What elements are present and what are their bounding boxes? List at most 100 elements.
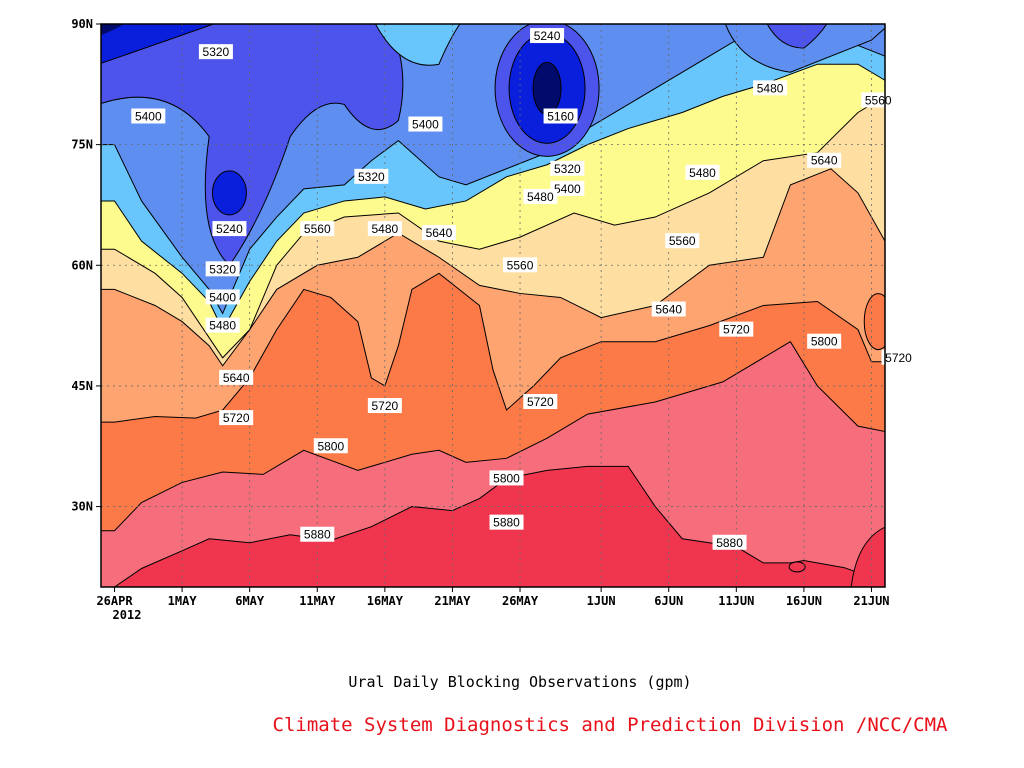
contour-label: 5320 — [358, 170, 385, 184]
contour-label-box — [753, 80, 788, 96]
contour-label: 5560 — [304, 222, 331, 236]
x-tick-label: 11JUN — [718, 594, 754, 608]
chart-title: Ural Daily Blocking Observations (gpm) — [348, 673, 691, 691]
x-tick-label: 26MAY — [502, 594, 539, 608]
contour-label: 5800 — [493, 471, 520, 485]
contour-line-5800 — [101, 341, 885, 532]
contour-label-box — [712, 534, 747, 550]
contour-label-box — [523, 188, 558, 204]
contour-label-box — [421, 225, 456, 241]
contour-label-box — [367, 398, 402, 414]
contour-label: 5880 — [493, 516, 520, 530]
contour-label-box — [489, 470, 524, 486]
contour-label: 5640 — [811, 154, 838, 168]
contour-label-box — [719, 321, 754, 337]
contour-label: 5880 — [304, 528, 331, 542]
fill-region-5160-northwest — [101, 24, 124, 36]
contour-label: 5400 — [412, 118, 439, 132]
contour-label-box — [205, 317, 240, 333]
contour-label-box — [198, 44, 233, 60]
contour-label: 5880 — [716, 536, 743, 550]
x-axis: 26APR 1MAY 6MAY 11MAY 16MAY 21MAY 26MAY 1JUN 6JU… — [96, 587, 890, 608]
contour-label: 5800 — [811, 335, 838, 349]
grid-lines — [101, 24, 885, 587]
contour-label: 5800 — [317, 439, 344, 453]
contour-label-box — [543, 108, 578, 124]
contour-fills — [101, 24, 885, 587]
fill-region-5160-north-centre — [532, 61, 562, 115]
contour-label-box — [367, 221, 402, 237]
y-axis: 30N 45N 60N 75N 90N — [71, 17, 101, 514]
contour-label-box — [503, 257, 538, 273]
contour-label: 5400 — [554, 182, 581, 196]
contour-label-box — [219, 369, 254, 385]
contour-label: 5240 — [216, 222, 243, 236]
contour-label-box — [131, 108, 166, 124]
x-tick-label: 26APR — [96, 594, 133, 608]
fill-region-5720-east — [863, 293, 885, 351]
x-tick-label: 6JUN — [654, 594, 683, 608]
x-tick-label: 16JUN — [786, 594, 822, 608]
contour-label: 5480 — [372, 222, 399, 236]
contour-label: 5720 — [372, 399, 399, 413]
contour-label: 5720 — [723, 323, 750, 337]
contour-label: 5560 — [865, 93, 892, 107]
fill-region-5240-west — [211, 170, 247, 216]
contour-label: 5560 — [507, 258, 534, 272]
y-tick-label: 45N — [71, 379, 93, 393]
contour-label-box — [685, 164, 720, 180]
x-tick-label: 1MAY — [168, 594, 198, 608]
x-tick-label: 6MAY — [235, 594, 265, 608]
contour-label: 5240 — [534, 29, 561, 43]
contour-label-box — [807, 152, 842, 168]
fill-region-5240-northwest — [101, 24, 216, 64]
contour-label-box — [205, 261, 240, 277]
contour-label-box — [861, 92, 896, 108]
x-tick-label: 1JUN — [587, 594, 616, 608]
contour-label: 5400 — [135, 109, 162, 123]
contour-label: 5640 — [223, 371, 250, 385]
contour-label-box — [530, 28, 565, 44]
x-tick-label: 16MAY — [367, 594, 404, 608]
contour-label: 5560 — [669, 234, 696, 248]
contour-label-box — [651, 301, 686, 317]
contour-label: 5640 — [426, 226, 453, 240]
contour-line-5720 — [101, 272, 885, 423]
contour-label-box — [523, 394, 558, 410]
contour-label-box — [313, 438, 348, 454]
y-tick-label: 30N — [71, 500, 93, 514]
contour-line-5640 — [101, 168, 885, 367]
x-tick-label: 21JUN — [853, 594, 889, 608]
fill-region-5880-east — [788, 561, 806, 573]
contour-label: 5160 — [547, 109, 574, 123]
contour-label-box — [550, 180, 585, 196]
x-tick-label: 11MAY — [299, 594, 336, 608]
contour-label-box — [219, 410, 254, 426]
contour-label-box — [881, 349, 916, 365]
y-tick-label: 75N — [71, 138, 93, 152]
contour-labels: 5320 5400 5240 5320 5400 5480 5640 5720 5800 5880… — [131, 28, 916, 550]
contour-label: 5720 — [223, 411, 250, 425]
x-tick-label: 21MAY — [434, 594, 471, 608]
contour-label-box — [300, 221, 335, 237]
contour-label: 5480 — [757, 81, 784, 95]
contour-label-box — [408, 116, 443, 132]
plot-frame — [100, 23, 886, 588]
contour-label: 5480 — [689, 166, 716, 180]
contour-label: 5720 — [527, 395, 554, 409]
contour-label-box — [489, 514, 524, 530]
contour-label: 5320 — [209, 262, 236, 276]
contour-line-5560 — [101, 95, 885, 359]
contour-label-box — [550, 160, 585, 176]
contour-label-box — [807, 333, 842, 349]
contour-label: 5640 — [655, 303, 682, 317]
contour-label: 5720 — [885, 351, 912, 365]
x-year-label: 2012 — [113, 608, 142, 622]
contour-label: 5320 — [554, 162, 581, 176]
credit-line: Climate System Diagnostics and Predictio… — [273, 714, 948, 736]
contour-label: 5320 — [203, 45, 230, 59]
contour-label-box — [665, 233, 700, 249]
y-tick-label: 60N — [71, 258, 93, 272]
contour-label-box — [212, 221, 247, 237]
